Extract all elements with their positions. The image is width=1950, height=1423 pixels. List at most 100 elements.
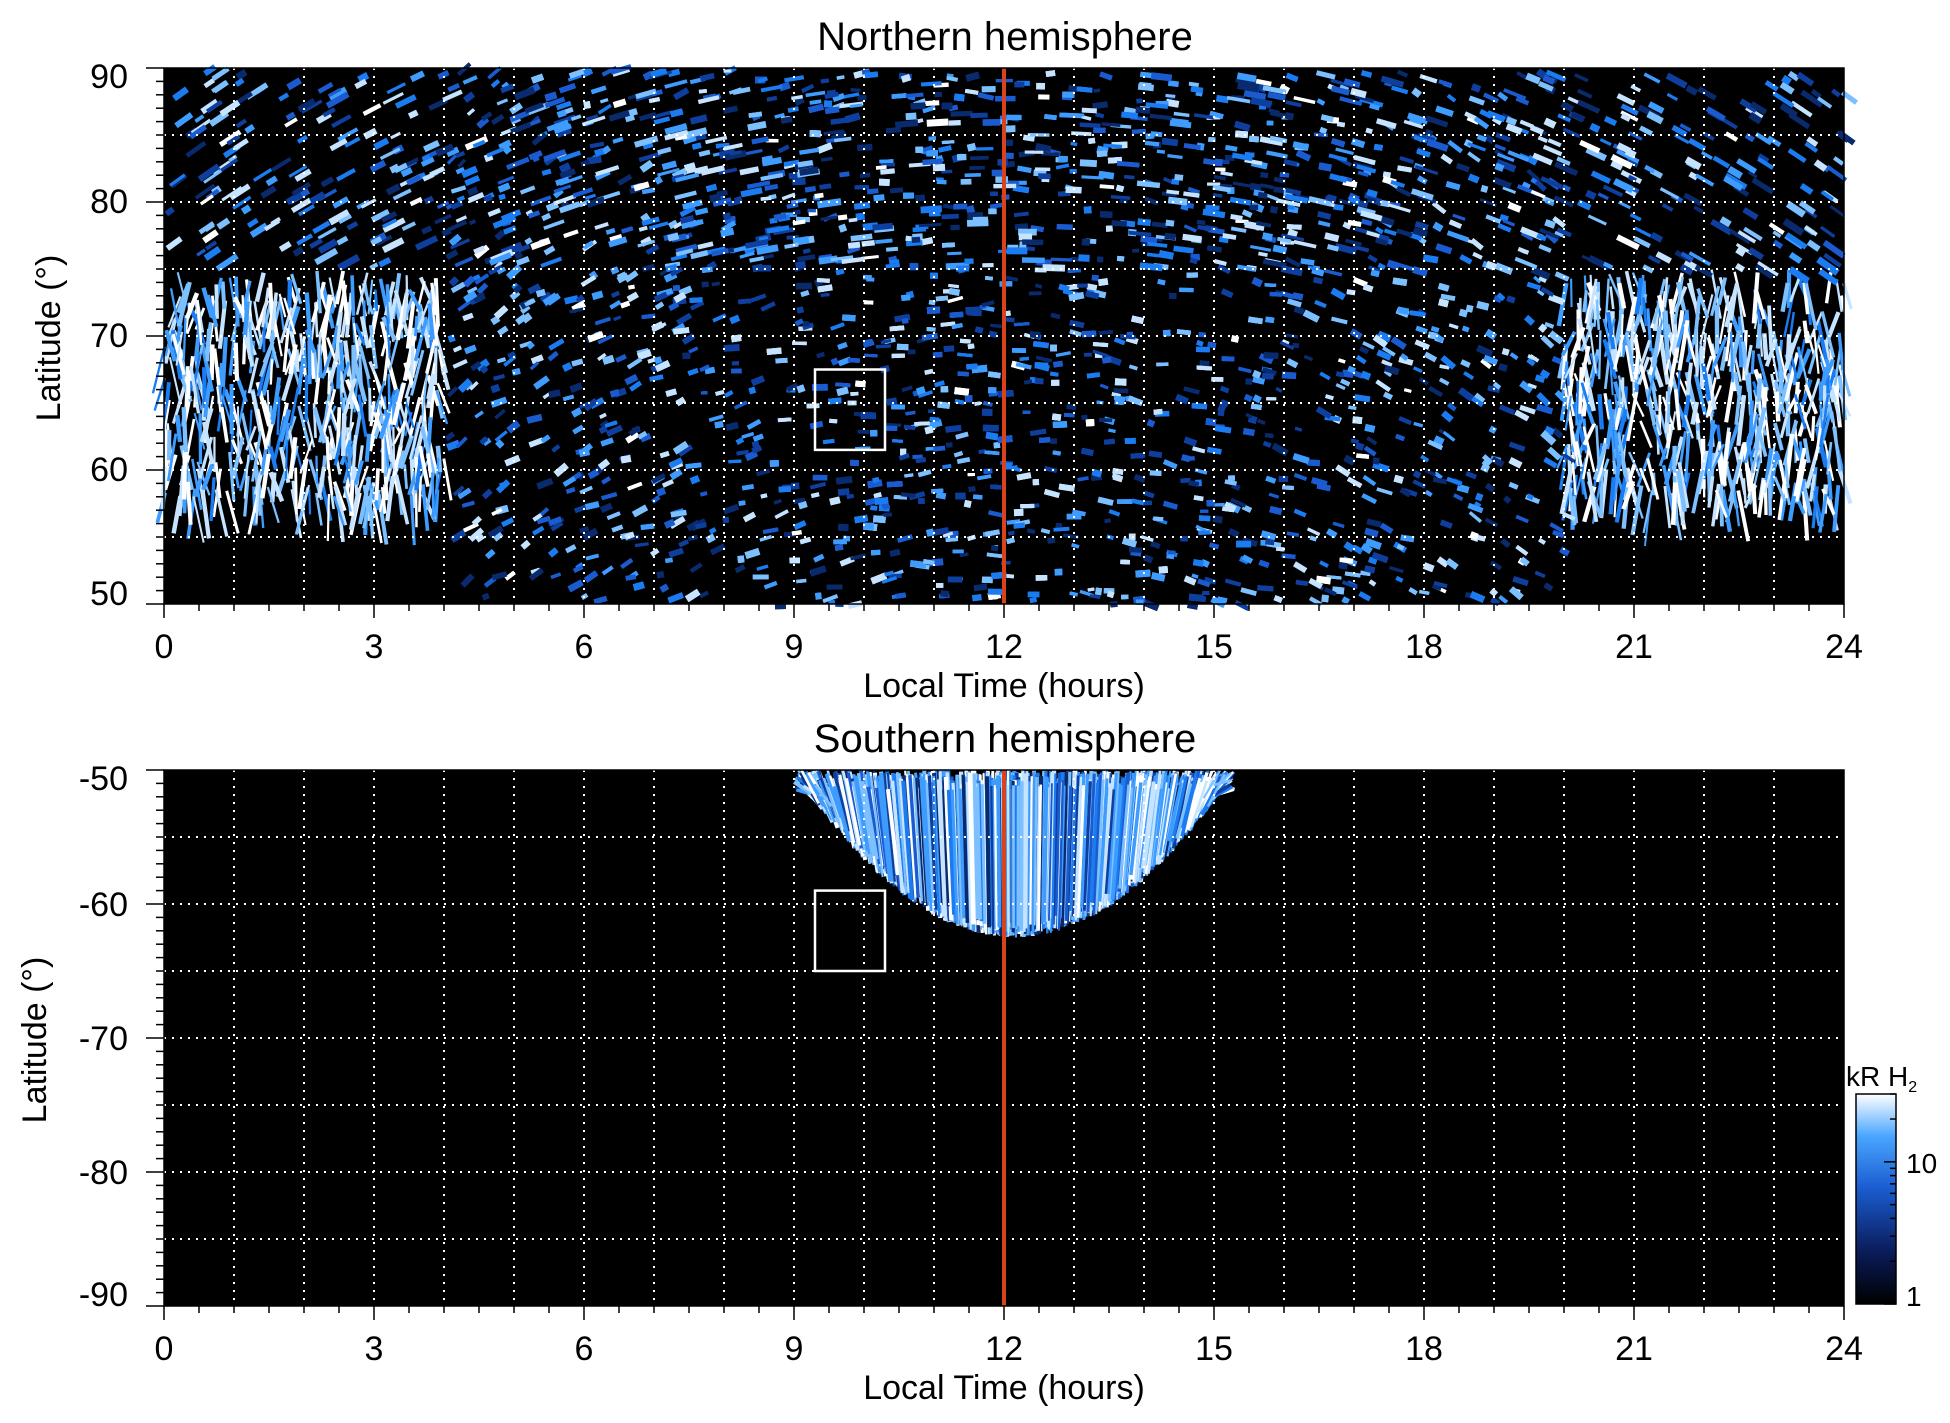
emission-streak: [1699, 294, 1714, 344]
emission-streak: [242, 301, 250, 338]
emission-pixel: [1221, 356, 1235, 362]
emission-streak: [1696, 287, 1710, 319]
emission-streak: [1646, 308, 1653, 352]
emission-streak: [1738, 316, 1744, 368]
emission-pixel: [731, 368, 742, 374]
emission-streak: [385, 476, 395, 522]
emission-pixel: [1266, 397, 1277, 401]
emission-streak: [268, 446, 278, 471]
emission-streak: [1753, 407, 1767, 450]
emission-streak: [368, 324, 378, 369]
emission-streak: [201, 367, 208, 408]
emission-streak: [364, 433, 372, 462]
emission-streak: [430, 282, 438, 316]
emission-streak: [1832, 427, 1842, 472]
emission-pixel: [850, 459, 860, 467]
emission-streak: [214, 284, 219, 319]
emission-streak: [1667, 386, 1671, 423]
emission-streak: [278, 446, 291, 484]
emission-streak: [1811, 486, 1819, 529]
emission-pixel: [838, 523, 849, 532]
emission-streak: [294, 467, 298, 514]
emission-streak: [240, 412, 254, 461]
emission-streak: [1736, 490, 1751, 542]
emission-pixel: [854, 185, 870, 190]
emission-streak: [1677, 461, 1690, 509]
emission-pixel: [1050, 438, 1058, 445]
emission-streak: [290, 273, 303, 305]
emission-streak: [1774, 391, 1781, 422]
emission-streak: [261, 350, 277, 396]
emission-pixel: [981, 408, 993, 416]
emission-streak: [332, 495, 345, 526]
emission-streak: [220, 281, 227, 309]
emission-streak: [184, 292, 200, 320]
emission-pixel: [965, 306, 981, 315]
emission-streak: [166, 433, 178, 482]
emission-pixel: [769, 460, 779, 467]
emission-pixel: [850, 88, 861, 93]
emission-pixel: [896, 343, 909, 351]
emission-streak: [1639, 420, 1653, 449]
emission-pixel: [990, 191, 998, 196]
emission-streak: [1707, 419, 1716, 471]
emission-pixel: [737, 555, 745, 564]
emission-streak: [286, 279, 293, 313]
emission-streak: [1580, 322, 1595, 352]
emission-streak: [260, 445, 269, 476]
emission-pixel: [1099, 417, 1113, 423]
emission-streak: [333, 486, 348, 526]
emission-pixel: [972, 594, 982, 602]
emission-streak: [407, 289, 423, 313]
emission-streak: [1773, 379, 1787, 418]
emission-streak: [318, 296, 334, 338]
emission-streak: [1802, 320, 1810, 344]
emission-streak: [326, 493, 330, 542]
emission-streak: [1642, 490, 1654, 534]
emission-streak: [1711, 441, 1721, 469]
emission-pixel: [863, 300, 874, 305]
emission-pixel: [1282, 485, 1294, 490]
emission-streak: [398, 434, 414, 470]
emission-pixel: [870, 505, 878, 511]
emission-streak: [1764, 338, 1778, 367]
emission-streak: [1818, 493, 1828, 533]
emission-pixel: [1050, 379, 1060, 386]
emission-pixel: [968, 485, 976, 493]
emission-pixel: [738, 500, 746, 506]
emission-streak: [1724, 322, 1733, 362]
emission-pixel: [1050, 344, 1057, 352]
emission-streak: [1818, 381, 1823, 429]
emission-streak: [1795, 458, 1807, 502]
emission-streak: [278, 293, 287, 318]
emission-streak: [297, 458, 309, 510]
emission-pixel: [752, 574, 769, 580]
emission-streak: [351, 357, 368, 403]
emission-streak: [1690, 401, 1700, 425]
emission-streak: [153, 377, 166, 411]
emission-streak: [1742, 441, 1752, 492]
emission-streak: [282, 328, 290, 373]
emission-pixel: [918, 498, 925, 504]
emission-pixel: [955, 492, 966, 500]
emission-streak: [420, 426, 436, 475]
emission-streak: [1665, 333, 1675, 375]
emission-streak: [1817, 344, 1827, 368]
emission-streak: [1820, 311, 1836, 358]
emission-streak: [243, 454, 250, 499]
emission-pixel: [1121, 594, 1129, 600]
panel-title: Northern hemisphere: [817, 15, 1193, 59]
emission-streak: [344, 292, 354, 338]
emission-streak: [1604, 278, 1610, 327]
emission-pixel: [689, 297, 703, 303]
emission-streak: [1683, 433, 1691, 483]
emission-streak: [1589, 355, 1599, 388]
emission-streak: [1685, 362, 1693, 396]
emission-pixel: [701, 281, 709, 288]
emission-pixel: [990, 595, 998, 600]
emission-streak: [200, 489, 212, 539]
emission-streak: [166, 430, 172, 461]
emission-heatmap: [151, 62, 1859, 612]
emission-streak: [378, 411, 391, 440]
emission-streak: [1580, 382, 1592, 412]
